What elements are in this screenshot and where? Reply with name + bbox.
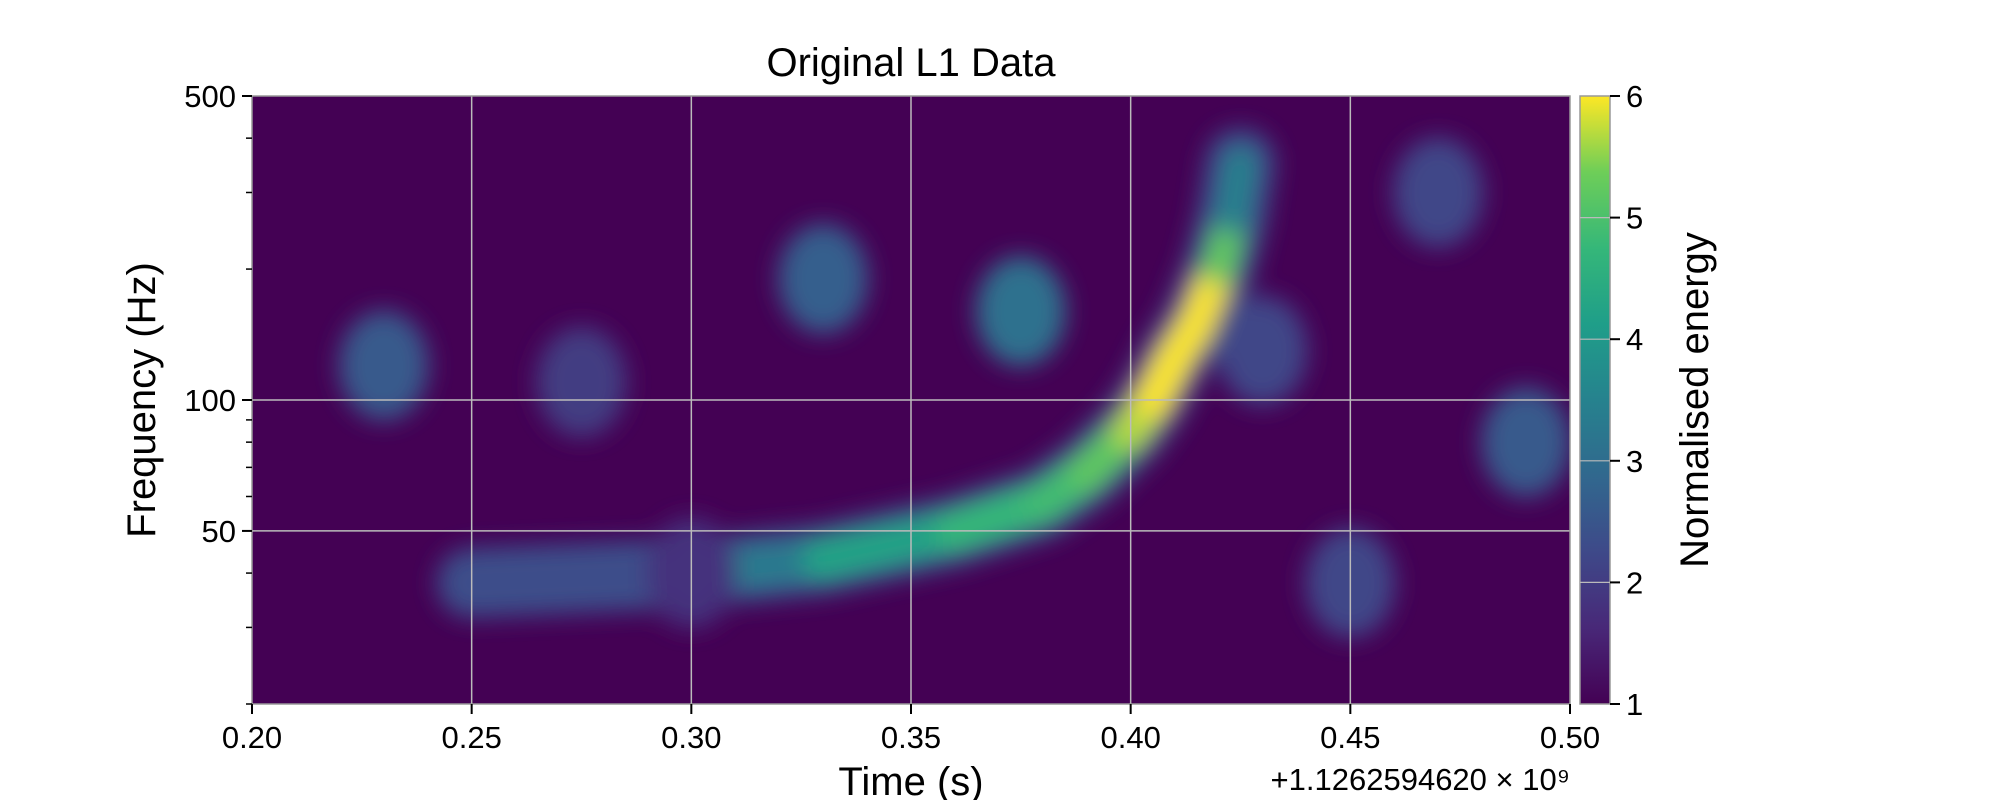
plot-area xyxy=(251,95,1571,705)
x-axis-label: Time (s) xyxy=(838,760,983,800)
x-tick-label: 0.25 xyxy=(441,720,501,755)
grid-lines xyxy=(252,96,1570,704)
y-tick-label: 500 xyxy=(184,79,236,114)
x-tick-label: 0.20 xyxy=(222,720,282,755)
colorbar-tick-label: 2 xyxy=(1626,565,1643,600)
y-axis: 50 100 500 xyxy=(184,79,252,705)
background-blob xyxy=(1393,137,1484,248)
colorbar-gradient xyxy=(1579,95,1611,705)
x-tick-label: 0.35 xyxy=(881,720,941,755)
y-tick-label: 50 xyxy=(202,514,236,549)
x-axis: 0.20 0.25 0.30 0.35 0.40 0.45 0.50 xyxy=(222,704,1600,755)
colorbar-tick-label: 1 xyxy=(1626,687,1643,722)
colorbar-ticks: 1 2 3 4 5 6 xyxy=(1580,79,1643,722)
x-tick-label: 0.30 xyxy=(661,720,721,755)
chirp-segment xyxy=(1216,147,1257,236)
x-tick-label: 0.40 xyxy=(1100,720,1160,755)
background-blob xyxy=(1217,295,1308,406)
chart-title: Original L1 Data xyxy=(766,41,1056,85)
chirp-segment xyxy=(802,510,976,581)
x-tick-label: 0.45 xyxy=(1320,720,1380,755)
y-tick-label: 100 xyxy=(184,383,236,418)
background-blob xyxy=(1481,387,1570,498)
background-blob xyxy=(975,256,1066,367)
colorbar-tick-label: 3 xyxy=(1626,444,1643,479)
colorbar: 1 2 3 4 5 6 Normalised energy xyxy=(1579,79,1717,722)
x-tick-label: 0.50 xyxy=(1540,720,1600,755)
background-blob xyxy=(778,223,869,334)
background-blob xyxy=(536,326,627,437)
colorbar-tick-label: 5 xyxy=(1626,201,1643,236)
colorbar-label: Normalised energy xyxy=(1673,232,1717,568)
colorbar-tick-label: 4 xyxy=(1626,322,1643,357)
x-offset-text: +1.1262594620 × 10⁹ xyxy=(1271,762,1570,797)
background-blob xyxy=(338,310,429,421)
y-axis-label: Frequency (Hz) xyxy=(120,262,164,538)
colorbar-tick-label: 6 xyxy=(1626,79,1643,114)
